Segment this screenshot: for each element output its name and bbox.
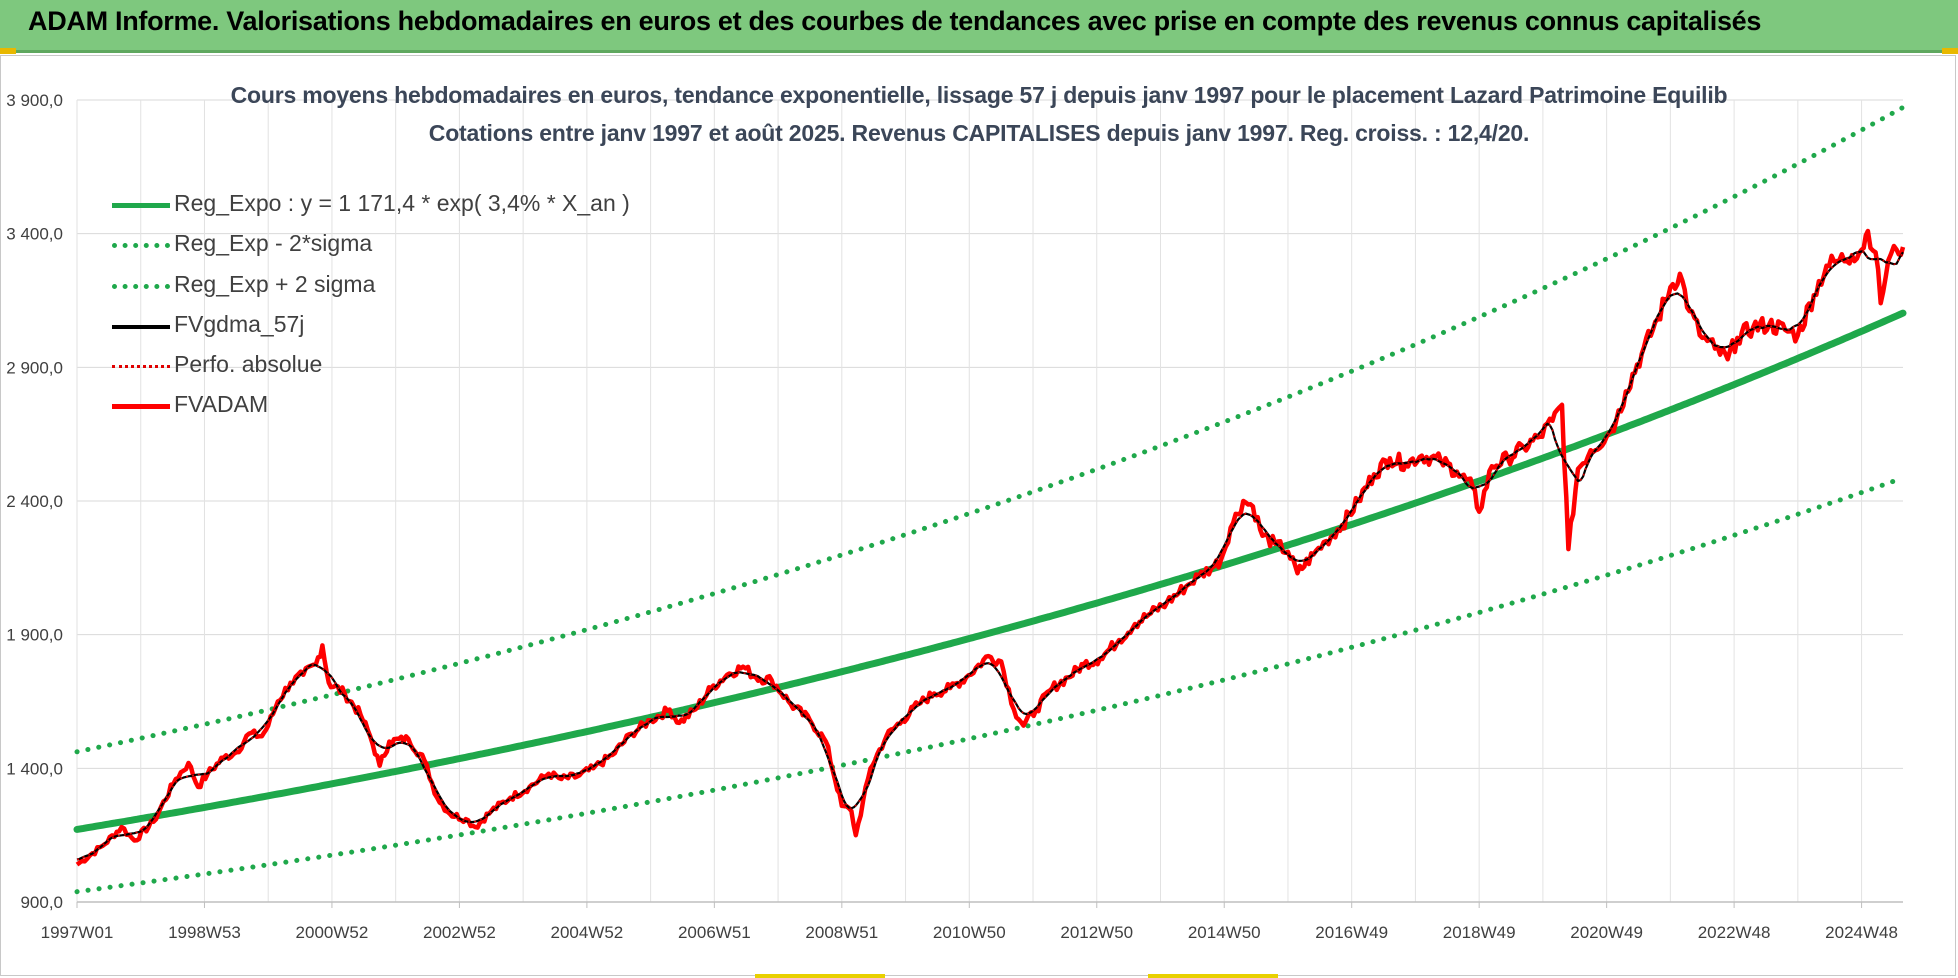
legend-label-perfo-absolue: Perfo. absolue — [174, 351, 323, 377]
axis-layer: 900,0 1 400,0 1 900,0 2 400,0 2 900,0 3 400,0… — [6, 91, 1903, 942]
bottom-marker — [1148, 974, 1278, 978]
legend-swatch-reg-expo — [112, 203, 170, 208]
legend-item-reg-expo: Reg_Expo : y = 1 171,4 * exp( 3,4% * X_a… — [110, 190, 710, 220]
legend-label-reg-minus-sigma: Reg_Exp - 2*sigma — [174, 230, 373, 256]
series-reg-plus-sigma — [74, 104, 1906, 755]
x-tick-label: 2004W52 — [550, 923, 623, 942]
legend-item-fvadam: FVADAM — [110, 391, 710, 421]
chart-frame — [0, 55, 1956, 976]
y-tick-label: 3 900,0 — [6, 91, 63, 110]
x-tick-label: 2024W48 — [1825, 923, 1898, 942]
series-reg-expo — [73, 309, 1907, 833]
legend-swatch-fvadam — [112, 404, 170, 409]
x-tick-label: 2000W52 — [296, 923, 369, 942]
report-banner: ADAM Informe. Valorisations hebdomadaire… — [0, 0, 1958, 53]
series-reg-minus-sigma — [74, 475, 1906, 895]
legend-label-fvgdma: FVgdma_57j — [174, 311, 305, 337]
x-tick-label: 2022W48 — [1698, 923, 1771, 942]
grid-layer — [76, 99, 1903, 903]
chart-subtitle: Cotations entre janv 1997 et août 2025. … — [428, 120, 1530, 146]
x-tick-label: 2002W52 — [423, 923, 496, 942]
legend-swatch-reg-plus-sigma — [112, 284, 170, 289]
x-tick-label: 2008W51 — [805, 923, 878, 942]
y-tick-label: 3 400,0 — [6, 225, 63, 244]
x-tick-label: 1997W01 — [41, 923, 114, 942]
legend-swatch-reg-minus-sigma — [112, 243, 170, 248]
series-perfo-absolue — [76, 250, 1904, 861]
legend-label-reg-plus-sigma: Reg_Exp + 2 sigma — [174, 271, 376, 297]
y-tick-label: 1 900,0 — [6, 626, 63, 645]
legend-item-reg-minus-sigma: Reg_Exp - 2*sigma — [110, 230, 710, 260]
x-tick-label: 2018W49 — [1443, 923, 1516, 942]
x-tick-label: 1998W53 — [168, 923, 241, 942]
x-tick-label: 2016W49 — [1315, 923, 1388, 942]
chart-title: Cours moyens hebdomadaires en euros, ten… — [230, 82, 1728, 108]
x-tick-label: 2020W49 — [1570, 923, 1643, 942]
x-tick-label: 2014W50 — [1188, 923, 1261, 942]
legend-swatch-perfo-absolue — [112, 365, 170, 368]
legend-item-perfo-absolue: Perfo. absolue — [110, 351, 710, 381]
legend-item-fvgdma: FVgdma_57j — [110, 311, 710, 341]
x-tick-label: 2012W50 — [1060, 923, 1133, 942]
legend-label-reg-expo: Reg_Expo : y = 1 171,4 * exp( 3,4% * X_a… — [174, 190, 630, 216]
series-layer — [73, 104, 1907, 895]
legend-label-fvadam: FVADAM — [174, 391, 269, 417]
x-tick-label: 2010W50 — [933, 923, 1006, 942]
legend-swatch-fvgdma — [112, 325, 170, 329]
y-tick-label: 1 400,0 — [6, 759, 63, 778]
corner-marker-right — [1942, 48, 1958, 54]
y-tick-label: 2 900,0 — [6, 358, 63, 377]
y-tick-label: 2 400,0 — [6, 492, 63, 511]
y-tick-label: 900,0 — [20, 893, 63, 912]
x-tick-label: 2006W51 — [678, 923, 751, 942]
bottom-marker — [755, 974, 885, 978]
legend-item-reg-plus-sigma: Reg_Exp + 2 sigma — [110, 271, 710, 301]
corner-marker-left — [0, 48, 16, 54]
report-title: ADAM Informe. Valorisations hebdomadaire… — [28, 6, 1762, 36]
